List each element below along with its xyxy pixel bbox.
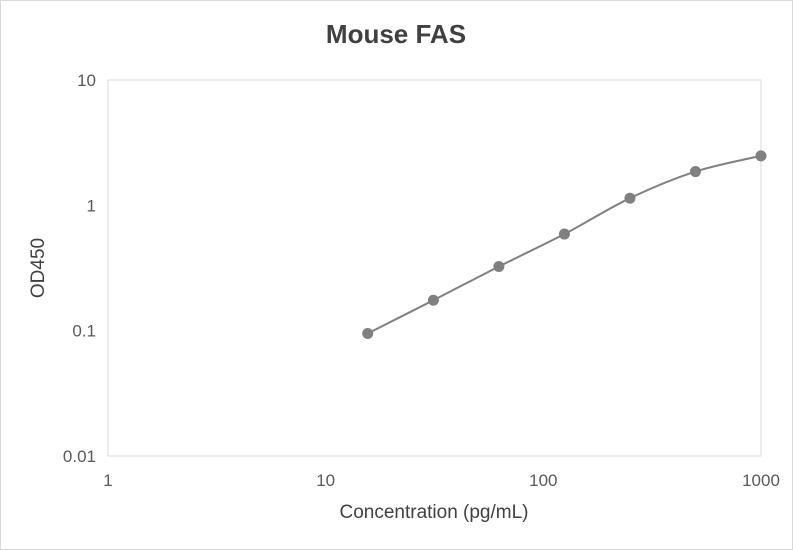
data-point bbox=[624, 192, 636, 204]
x-tick-label: 10 bbox=[316, 471, 335, 490]
x-tick-label: 100 bbox=[529, 471, 557, 490]
data-point bbox=[689, 166, 701, 178]
chart-title: Mouse FAS bbox=[326, 19, 466, 49]
data-point bbox=[558, 228, 570, 240]
plot-area bbox=[107, 79, 762, 457]
y-tick-label: 0.01 bbox=[63, 447, 96, 466]
data-point bbox=[755, 150, 767, 162]
y-axis-title: OD450 bbox=[28, 238, 49, 298]
x-tick-label: 1000 bbox=[742, 471, 780, 490]
y-tick-label: 1 bbox=[87, 196, 96, 215]
series-line bbox=[367, 154, 762, 335]
y-axis-tick-labels: 0.01 0.1 1 10 bbox=[63, 71, 96, 466]
x-tick-label: 1 bbox=[103, 471, 112, 490]
y-tick-label: 10 bbox=[77, 71, 96, 90]
x-axis-title: Concentration (pg/mL) bbox=[339, 502, 528, 523]
data-point bbox=[362, 327, 374, 339]
x-axis-tick-labels: 1 10 100 1000 bbox=[103, 471, 780, 490]
data-point bbox=[493, 261, 505, 273]
data-point bbox=[427, 294, 439, 306]
y-tick-label: 0.1 bbox=[72, 322, 96, 341]
series-group bbox=[362, 150, 767, 339]
